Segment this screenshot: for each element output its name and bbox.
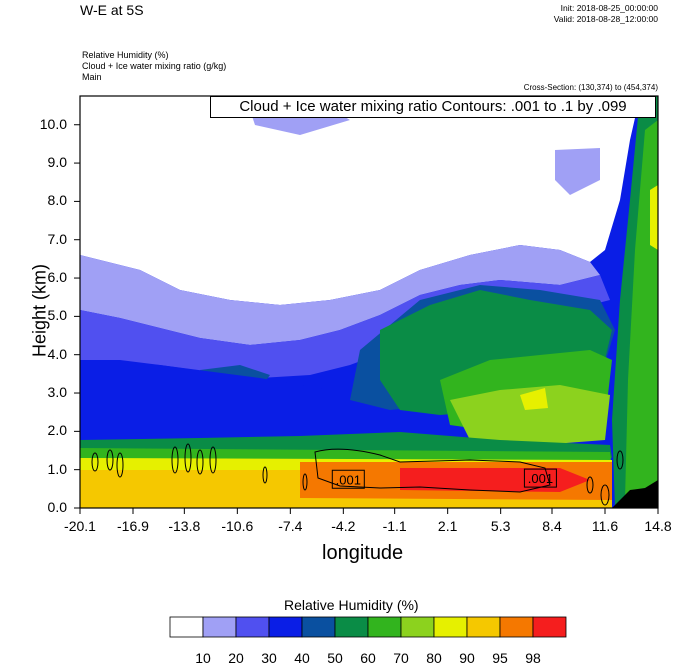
field-region-70r <box>625 120 658 508</box>
field-region-90r <box>650 185 658 250</box>
x-tick-label: 5.3 <box>490 518 511 534</box>
y-tick-label: 5.0 <box>47 307 67 324</box>
y-tick-label: 1.0 <box>47 460 67 477</box>
x-tick-label: -4.2 <box>331 518 356 534</box>
y-tick-label: 2.0 <box>47 422 67 439</box>
y-tick-label: 10.0 <box>39 115 67 132</box>
colorbar-level-label: 95 <box>492 650 508 666</box>
x-axis-label: longitude <box>322 542 404 564</box>
y-tick-label: 7.0 <box>47 230 67 247</box>
y-tick-label: 9.0 <box>47 154 67 171</box>
field-region-80 <box>450 385 610 445</box>
colorbar-level-label: 80 <box>426 650 442 666</box>
variable-label-rh: Relative Humidity (%) <box>82 50 169 60</box>
y-tick-label: 0.0 <box>47 499 67 515</box>
field-region-20b <box>555 148 600 195</box>
contour-label-box <box>331 469 365 489</box>
colorbar-swatch <box>202 616 237 638</box>
x-tick-label: -13.8 <box>168 518 201 534</box>
cross-section-info: Cross-Section: (130,374) to (454,374) <box>523 83 658 92</box>
colorbar-level-label: 90 <box>459 650 475 666</box>
colorbar-swatch <box>268 616 303 638</box>
y-tick-label: 6.0 <box>47 269 67 286</box>
x-tick-label: -1.1 <box>382 518 407 534</box>
valid-time: Valid: 2018-08-28_12:00:00 <box>553 14 658 24</box>
x-tick-label: -16.9 <box>117 518 149 534</box>
chart-title: W-E at 5S <box>80 2 144 18</box>
contour-label: .001 <box>528 471 553 486</box>
contour-lines <box>91 443 624 506</box>
init-time: Init: 2018-08-25_00:00:00 <box>560 3 658 13</box>
terrain-mask <box>612 480 658 508</box>
colorbar-swatch <box>169 616 204 638</box>
humidity-field <box>80 96 658 508</box>
colorbar-swatch <box>334 616 369 638</box>
x-tick-label: -20.1 <box>64 518 96 534</box>
field-region-bottom <box>80 500 612 508</box>
y-tick-label: 8.0 <box>47 192 67 209</box>
colorbar-level-label: 50 <box>327 650 343 666</box>
colorbar-title: Relative Humidity (%) <box>284 597 419 613</box>
colorbar-swatch <box>466 616 501 638</box>
x-tick-label: 14.8 <box>644 518 672 534</box>
colorbar-swatch <box>367 616 402 638</box>
variable-label-main: Main <box>82 72 102 82</box>
colorbar-swatch <box>433 616 468 638</box>
colorbar-swatch <box>499 616 534 638</box>
variable-label-cloud: Cloud + Ice water mixing ratio (g/kg) <box>82 61 227 71</box>
contour-label-box <box>523 468 557 488</box>
colorbar-level-label: 98 <box>525 650 541 666</box>
x-tick-label: 8.4 <box>542 518 562 534</box>
colorbar-swatch <box>532 616 567 638</box>
colorbar-level-label: 10 <box>195 650 211 666</box>
colorbar <box>169 616 567 638</box>
colorbar-level-label: 20 <box>228 650 244 666</box>
y-tick-label: 4.0 <box>47 345 67 362</box>
x-tick-label: 2.1 <box>437 518 458 534</box>
contour-label: .001 <box>336 472 361 487</box>
colorbar-swatch <box>400 616 435 638</box>
y-tick-label: 3.0 <box>47 384 67 401</box>
colorbar-level-label: 60 <box>360 650 376 666</box>
contour-legend: Cloud + Ice water mixing ratio Contours:… <box>210 96 656 118</box>
field-region-90 <box>520 388 548 410</box>
field-region-99low <box>400 468 590 492</box>
x-tick-label: 11.6 <box>591 518 619 534</box>
colorbar-swatch <box>235 616 270 638</box>
colorbar-level-label: 40 <box>294 650 310 666</box>
field-region-40low <box>80 360 340 432</box>
field-region-10 <box>80 96 640 305</box>
x-tick-label: -10.6 <box>221 518 254 534</box>
colorbar-level-label: 30 <box>261 650 277 666</box>
colorbar-swatch <box>301 616 336 638</box>
x-tick-label: -7.4 <box>278 518 303 534</box>
field-region-20 <box>80 245 600 345</box>
colorbar-level-label: 70 <box>393 650 409 666</box>
